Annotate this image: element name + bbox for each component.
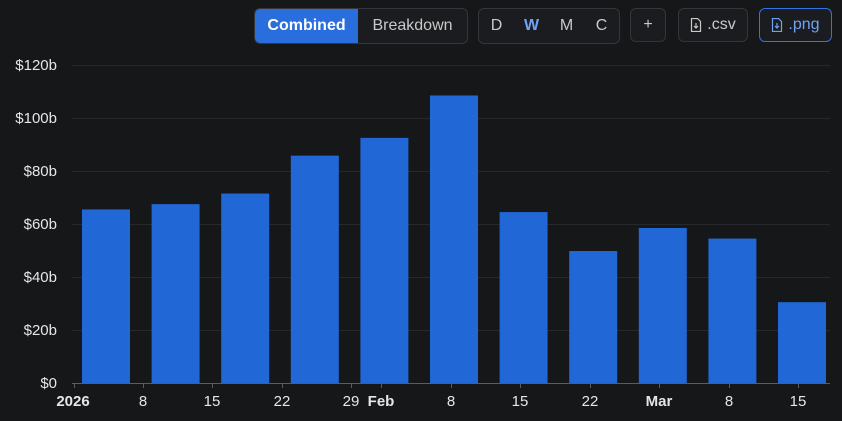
breakdown-button[interactable]: Breakdown xyxy=(372,17,453,34)
combined-button[interactable]: Combined xyxy=(255,9,358,43)
file-download-icon xyxy=(772,18,783,32)
y-tick-label: $20b xyxy=(24,322,57,339)
bar-2026-02-02[interactable] xyxy=(360,137,409,383)
x-tick-label: 8 xyxy=(725,393,733,410)
x-axis-ticks: 2026 8 15 22 29 Feb 8 15 22 Mar 8 15 xyxy=(56,383,806,410)
period-month-button[interactable]: M xyxy=(559,17,574,34)
x-tick-label: 8 xyxy=(447,393,455,410)
bar-2026-03-16[interactable] xyxy=(778,302,826,383)
period-cumulative-button[interactable]: C xyxy=(595,17,608,34)
x-tick-label: Feb xyxy=(368,393,395,410)
bar-2026-03-09[interactable] xyxy=(708,238,757,383)
y-tick-label: $80b xyxy=(24,163,57,180)
x-tick-label: 29 xyxy=(343,393,360,410)
x-tick-label: 2026 xyxy=(56,393,89,410)
bar-2026-01-05[interactable] xyxy=(82,209,130,383)
x-tick-label: 15 xyxy=(512,393,529,410)
plus-icon: + xyxy=(643,16,653,33)
x-tick-label: 15 xyxy=(790,393,807,410)
csv-download-button[interactable]: .csv xyxy=(678,8,748,42)
bars xyxy=(82,95,826,383)
file-download-icon xyxy=(691,18,702,32)
y-tick-label: $40b xyxy=(24,269,57,286)
y-tick-label: $0 xyxy=(40,375,57,392)
x-tick-label: Mar xyxy=(646,393,673,410)
bar-2026-01-19[interactable] xyxy=(221,193,270,383)
period-day-button[interactable]: D xyxy=(490,17,503,34)
png-label: .png xyxy=(788,16,820,33)
csv-label: .csv xyxy=(707,16,736,33)
y-axis-ticks: $0 $20b $40b $60b $80b $100b $120b xyxy=(15,57,57,392)
png-download-button[interactable]: .png xyxy=(759,8,832,42)
bar-2026-02-09[interactable] xyxy=(430,95,478,383)
y-tick-label: $120b xyxy=(15,57,57,74)
bar-2026-01-26[interactable] xyxy=(290,155,339,383)
period-toggle: D W M C xyxy=(478,8,620,44)
add-button[interactable]: + xyxy=(630,8,666,42)
view-mode-toggle: Combined Breakdown xyxy=(254,8,468,44)
bar-2026-02-23[interactable] xyxy=(569,251,618,383)
bar-2026-01-12[interactable] xyxy=(151,204,200,383)
y-tick-label: $100b xyxy=(15,110,57,127)
x-tick-label: 22 xyxy=(582,393,599,410)
bar-2026-02-16[interactable] xyxy=(499,212,548,383)
period-week-button[interactable]: W xyxy=(523,17,540,34)
x-tick-label: 8 xyxy=(139,393,147,410)
x-tick-label: 22 xyxy=(274,393,291,410)
bar-2026-03-02[interactable] xyxy=(638,227,687,383)
y-tick-label: $60b xyxy=(24,216,57,233)
x-tick-label: 15 xyxy=(204,393,221,410)
